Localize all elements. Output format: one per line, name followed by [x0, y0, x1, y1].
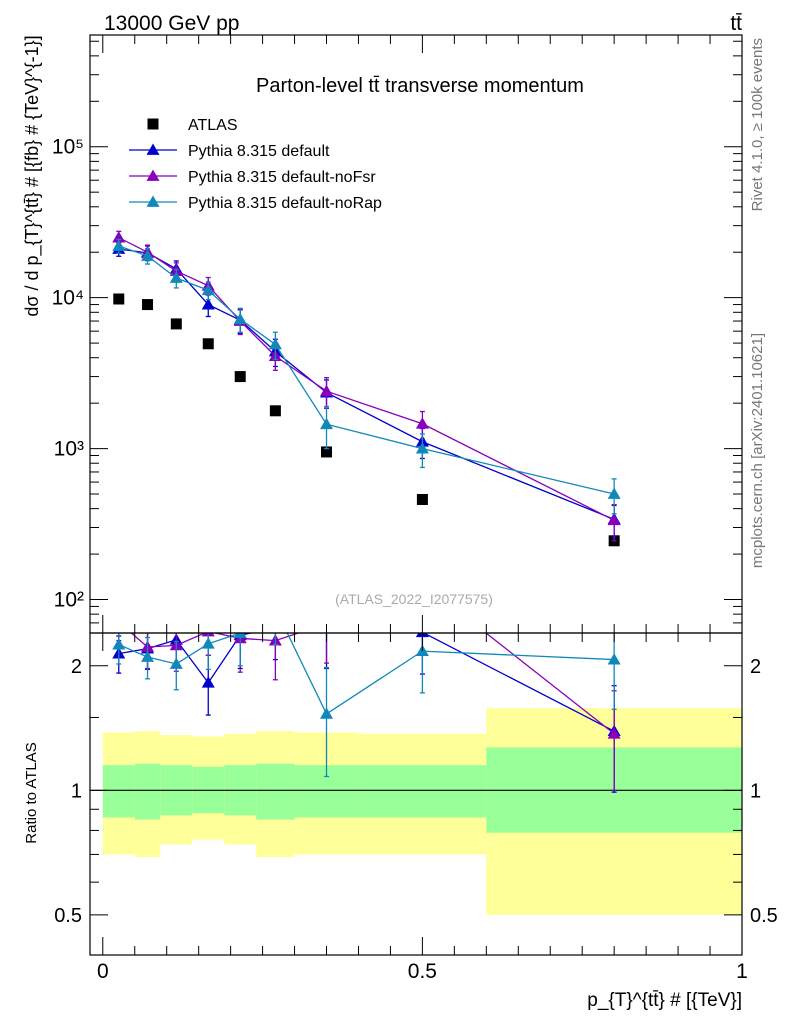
y-tick-label: 10⁴: [52, 287, 84, 310]
main-series-clipped: [112, 230, 621, 547]
ratio-point: [233, 633, 247, 638]
ratio-band-inner: [134, 763, 161, 820]
ratio-band-inner: [358, 765, 487, 818]
data-point: [607, 513, 621, 526]
ratio-line: [118, 633, 615, 715]
data-point: [415, 442, 429, 454]
ratio-point: [112, 638, 126, 650]
data-point: [201, 283, 215, 296]
legend-item-default: Pythia 8.315 default: [129, 143, 330, 160]
ratio-point: [141, 650, 155, 662]
ratio-point: [607, 727, 621, 739]
analysis-watermark: (ATLAS_2022_I2077575): [335, 591, 493, 607]
legend-label: Pythia 8.315 default: [188, 143, 330, 160]
data-point: [141, 249, 155, 261]
legend-marker: [146, 143, 160, 155]
axis-ticks: 10² 10³ 10⁴ 10⁵ 0.5 0.5 1 1 2 2 0 0.5 1: [52, 35, 778, 983]
plot-title: Parton-level tt̄ transverse momentum: [256, 75, 584, 97]
y-tick-label: 10⁵: [52, 136, 84, 159]
header-energy: 13000 GeV pp: [104, 12, 239, 35]
ratio-point: [607, 653, 621, 665]
data-point: [415, 417, 429, 429]
mcplots-label: mcplots.cern.ch [arXiv:2401.10621]: [749, 333, 766, 568]
ratio-y-tick-label-right: 2: [750, 656, 761, 678]
series-line: [118, 245, 615, 495]
atlas-point: [142, 299, 154, 311]
ratio-point: [269, 621, 282, 632]
ratio-point: [416, 576, 429, 587]
atlas-point: [416, 493, 428, 505]
data-point: [201, 298, 215, 310]
ratio-point: [112, 616, 125, 627]
series-line: [118, 248, 615, 520]
rivet-version-label: Rivet 4.1.0, ≥ 100k events: [749, 38, 766, 211]
ratio-uncertainty-bands: [90, 708, 742, 915]
legend-label: Pythia 8.315 default-noFsr: [188, 169, 376, 186]
legend-marker: [146, 169, 160, 181]
y-tick-label: 10³: [54, 438, 84, 461]
data-point: [607, 487, 621, 499]
atlas-point: [113, 293, 125, 305]
ratio-frame: [89, 632, 743, 956]
data-point: [112, 231, 126, 243]
data-point: [233, 312, 247, 325]
ratio-y-tick-label: 0.5: [54, 905, 82, 927]
series-noRap: [112, 238, 621, 515]
ratio-y-tick-label: 1: [71, 780, 82, 802]
ratio-y-tick-label-right: 0.5: [750, 905, 778, 927]
series-noFsr: [112, 230, 621, 542]
header-process: tt̄: [730, 12, 742, 35]
plot-frames: [89, 34, 743, 956]
series-line: [118, 237, 615, 521]
legend-item-noFsr: Pythia 8.315 default-noFsr: [129, 169, 376, 186]
main-y-axis-title: dσ / d p_{T}^{tt̄} # [{fb} # {TeV}^{-1}]: [22, 35, 43, 316]
legend-label: ATLAS: [188, 117, 238, 134]
series-ATLAS: [113, 293, 620, 547]
legend-item-noRap: Pythia 8.315 default-noRap: [129, 195, 382, 212]
ratio-y-axis-title: Ratio to ATLAS: [23, 742, 40, 843]
ratio-y-tick-label-right: 1: [750, 780, 761, 802]
data-point: [320, 417, 334, 430]
data-point: [320, 384, 334, 397]
ratio-point: [320, 707, 334, 719]
atlas-point: [321, 446, 333, 458]
legend-label: Pythia 8.315 default-noRap: [188, 195, 382, 212]
atlas-point: [170, 318, 182, 330]
series-default: [112, 241, 621, 538]
x-tick-label: 0.5: [408, 960, 437, 983]
data-point: [112, 239, 126, 251]
legend-marker: [147, 118, 159, 130]
data-point: [268, 337, 282, 350]
atlas-point: [234, 371, 246, 383]
y-tick-label: 10²: [54, 589, 84, 612]
ratio-point: [201, 676, 215, 688]
ratio-point: [269, 602, 282, 613]
atlas-point: [202, 338, 214, 350]
x-tick-label: 0: [97, 960, 109, 983]
ratio-band-inner: [102, 765, 135, 818]
atlas-point: [269, 405, 281, 417]
ratio-band-inner: [256, 763, 295, 820]
main-plot-series: [112, 230, 621, 547]
legend: ATLAS Pythia 8.315 default Pythia 8.315 de…: [129, 117, 382, 212]
data-point: [169, 271, 183, 283]
ratio-y-tick-label: 2: [71, 656, 82, 678]
ratio-point: [169, 657, 183, 669]
x-tick-label: 1: [736, 960, 748, 983]
x-axis-title: p_{T}^{tt̄} # [{TeV}]: [587, 990, 742, 1011]
legend-item-ATLAS: ATLAS: [147, 117, 238, 134]
ratio-point: [201, 637, 215, 649]
legend-marker: [146, 195, 160, 207]
